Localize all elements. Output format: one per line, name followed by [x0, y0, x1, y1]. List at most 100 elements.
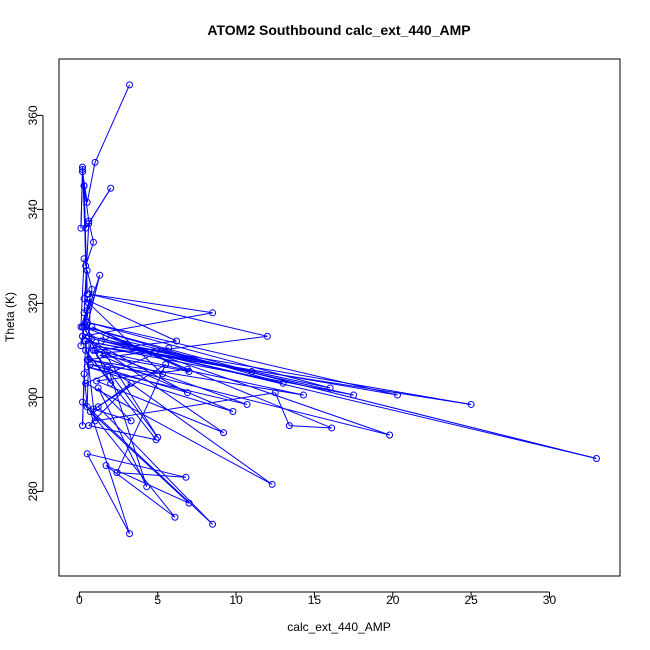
data-point	[82, 337, 90, 345]
data-point	[79, 168, 87, 176]
series-segment	[83, 326, 112, 384]
data-point	[85, 356, 93, 364]
series-segment	[289, 425, 332, 429]
data-point	[82, 346, 90, 354]
data-point	[85, 290, 93, 298]
data-point	[83, 198, 91, 206]
series-segment	[88, 221, 94, 243]
data-point	[263, 332, 271, 340]
series-segment	[83, 185, 90, 222]
data-point	[158, 370, 166, 378]
data-point	[80, 182, 88, 190]
series-segment	[107, 366, 273, 485]
data-point	[89, 346, 97, 354]
series-segment	[93, 350, 159, 438]
data-point	[171, 513, 179, 521]
data-point	[350, 391, 358, 399]
series-segment	[85, 350, 112, 384]
series-segment	[94, 392, 276, 422]
x-tick-label: 5	[154, 593, 161, 607]
series-segment	[88, 425, 157, 441]
data-point	[93, 377, 101, 385]
data-point	[79, 163, 87, 171]
data-point	[85, 217, 93, 225]
series-segment	[99, 354, 234, 412]
data-point	[328, 424, 336, 432]
data-point	[82, 379, 90, 387]
data-point	[82, 224, 90, 232]
data-point	[77, 224, 85, 232]
x-axis-label: calc_ext_440_AMP	[287, 620, 390, 634]
data-point	[162, 361, 170, 368]
series-segment	[80, 169, 84, 229]
x-tick-label: 20	[386, 593, 400, 607]
data-point	[299, 391, 307, 399]
y-tick-label: 320	[26, 293, 40, 313]
x-tick-label: 30	[543, 593, 557, 607]
y-tick-label: 340	[26, 199, 40, 219]
series-segment	[89, 411, 130, 534]
series-segment	[97, 406, 213, 525]
data-point	[173, 337, 181, 345]
data-point	[104, 363, 112, 371]
series-segment	[93, 408, 132, 422]
data-point	[102, 332, 110, 340]
data-point	[248, 368, 256, 376]
data-point	[127, 379, 135, 387]
series-segment	[83, 373, 88, 407]
data-point	[80, 255, 88, 263]
series-segment	[116, 472, 186, 478]
data-point	[77, 323, 85, 331]
data-point	[79, 422, 87, 430]
data-point	[243, 400, 251, 408]
chart-title: ATOM2 Southbound calc_ext_440_AMP	[207, 22, 470, 38]
series-0	[77, 81, 600, 538]
data-point	[386, 431, 394, 439]
data-point	[83, 450, 91, 458]
data-point	[83, 267, 91, 274]
series-segment	[85, 382, 273, 485]
series-segment	[94, 349, 304, 396]
data-point	[83, 306, 91, 314]
data-point	[126, 530, 134, 538]
data-point	[220, 429, 228, 437]
series-segment	[86, 162, 96, 203]
series-segment	[90, 364, 188, 394]
series-segment	[80, 258, 85, 327]
data-point	[88, 285, 96, 293]
series-segment	[86, 298, 91, 407]
series-segment	[82, 167, 87, 229]
data-point	[82, 328, 90, 336]
series-segment	[87, 453, 187, 478]
data-point	[279, 379, 287, 387]
data-point	[271, 389, 279, 397]
series-segment	[97, 382, 132, 408]
series-segment	[104, 352, 159, 438]
y-tick-label: 280	[26, 481, 40, 501]
series-segment	[104, 347, 169, 354]
series-segment	[96, 380, 224, 434]
series-layer	[77, 81, 600, 538]
data-point	[96, 271, 104, 279]
data-point	[94, 384, 102, 392]
data-point	[127, 417, 135, 425]
series-segment	[82, 335, 188, 394]
y-tick-label: 300	[26, 387, 40, 407]
data-point	[268, 480, 276, 488]
data-point	[83, 403, 91, 411]
series-segment	[94, 349, 248, 405]
series-segment	[85, 347, 169, 384]
data-point	[285, 422, 293, 430]
series-segment	[88, 382, 132, 426]
data-point	[79, 165, 87, 173]
series-segment	[88, 293, 213, 314]
data-point	[89, 342, 97, 350]
series-segment	[105, 465, 176, 518]
series-segment	[83, 298, 163, 375]
series-segment	[105, 465, 190, 504]
x-tick-label: 25	[464, 593, 478, 607]
data-point	[126, 81, 134, 89]
series-segment	[97, 387, 132, 422]
data-point	[102, 462, 110, 470]
